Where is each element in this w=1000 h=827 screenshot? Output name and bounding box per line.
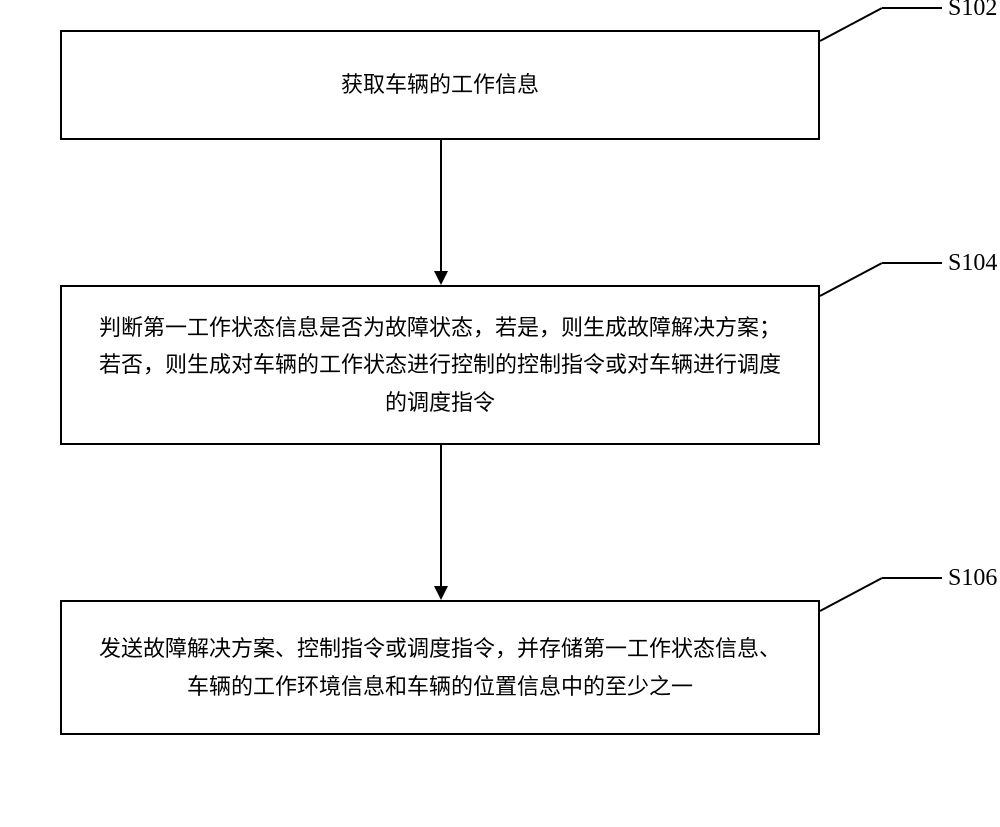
connector-line bbox=[440, 140, 442, 271]
leader-line-h bbox=[882, 577, 942, 579]
flow-step-text: 获取车辆的工作信息 bbox=[341, 66, 539, 103]
flow-step-s106: 发送故障解决方案、控制指令或调度指令，并存储第一工作状态信息、车辆的工作环境信息… bbox=[60, 600, 820, 735]
leader-line-diag bbox=[820, 577, 883, 612]
step-label-s106: S106 bbox=[948, 565, 997, 592]
flow-step-text: 发送故障解决方案、控制指令或调度指令，并存储第一工作状态信息、车辆的工作环境信息… bbox=[98, 630, 782, 705]
leader-line-diag bbox=[820, 7, 883, 42]
step-label-s104: S104 bbox=[948, 250, 997, 277]
connector-line bbox=[440, 445, 442, 586]
arrow-head-icon bbox=[434, 271, 448, 285]
flow-step-s102: 获取车辆的工作信息 bbox=[60, 30, 820, 140]
leader-line-h bbox=[882, 7, 942, 9]
leader-line-h bbox=[882, 262, 942, 264]
leader-line-diag bbox=[820, 262, 883, 297]
flow-step-text: 判断第一工作状态信息是否为故障状态，若是，则生成故障解决方案；若否，则生成对车辆… bbox=[98, 309, 782, 421]
arrow-head-icon bbox=[434, 586, 448, 600]
step-label-s102: S102 bbox=[948, 0, 997, 22]
flow-step-s104: 判断第一工作状态信息是否为故障状态，若是，则生成故障解决方案；若否，则生成对车辆… bbox=[60, 285, 820, 445]
